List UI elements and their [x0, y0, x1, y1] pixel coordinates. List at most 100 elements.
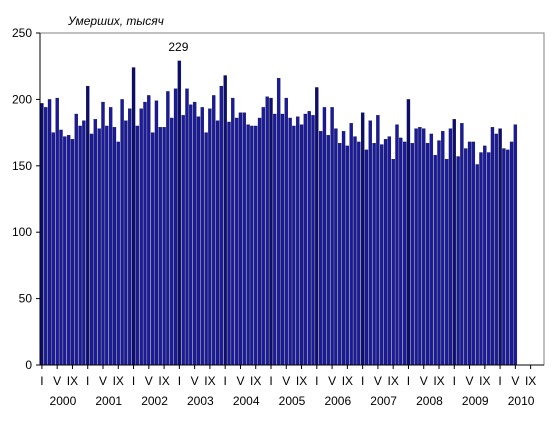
bar — [196, 116, 201, 366]
bar — [273, 113, 277, 366]
bar — [55, 97, 59, 366]
bar — [86, 85, 90, 366]
bar — [177, 60, 182, 366]
x-tick-label: IX — [250, 374, 261, 388]
x-tick-label: I — [224, 374, 227, 388]
bar — [414, 128, 418, 366]
bar — [93, 119, 98, 366]
x-tick-label: IX — [342, 374, 353, 388]
bar — [154, 100, 159, 366]
bar — [189, 104, 193, 366]
bar — [139, 108, 143, 366]
bar — [250, 125, 254, 366]
bar — [326, 135, 330, 366]
bar — [246, 124, 250, 366]
bar — [345, 145, 350, 366]
bar — [284, 97, 288, 366]
x-tick-label: IX — [388, 374, 399, 388]
bar — [234, 117, 239, 366]
bar — [334, 128, 338, 366]
bar — [422, 128, 426, 366]
x-tick-label: IX — [204, 374, 215, 388]
bar — [307, 111, 311, 366]
x-tick-label: V — [53, 374, 61, 388]
y-tick-label: 0 — [25, 358, 32, 372]
x-year-label: 2006 — [324, 394, 351, 408]
bar — [261, 107, 266, 366]
bar — [471, 141, 476, 366]
bar — [444, 159, 449, 366]
bar — [40, 103, 44, 366]
bar — [204, 132, 208, 366]
bar — [158, 127, 162, 366]
bar — [59, 129, 63, 366]
x-tick-label: I — [86, 374, 89, 388]
bar — [51, 132, 56, 366]
bar — [372, 143, 376, 366]
bar — [70, 139, 75, 366]
bar — [223, 75, 227, 366]
x-year-label: 2010 — [508, 394, 535, 408]
bar — [395, 124, 399, 366]
bar — [89, 133, 94, 366]
bar — [227, 121, 231, 366]
bar — [192, 101, 197, 366]
x-tick-label: V — [236, 374, 244, 388]
bar — [483, 145, 487, 366]
bar — [74, 113, 78, 366]
x-tick-label: I — [407, 374, 410, 388]
y-tick-label: 100 — [12, 225, 32, 239]
x-tick-label: V — [145, 374, 153, 388]
bar — [131, 67, 136, 366]
x-tick-label: I — [269, 374, 272, 388]
bar — [311, 115, 315, 366]
bar — [464, 148, 468, 366]
bar — [44, 107, 48, 366]
x-year-label: 2001 — [95, 394, 122, 408]
y-tick-label: 150 — [12, 159, 32, 173]
bar — [265, 96, 269, 366]
x-year-label: 2007 — [370, 394, 397, 408]
bar — [406, 99, 411, 366]
bar — [128, 108, 132, 366]
x-year-label: 2003 — [187, 394, 214, 408]
bar — [66, 135, 71, 366]
x-tick-label: IX — [158, 374, 169, 388]
x-tick-label: I — [453, 374, 456, 388]
bar — [448, 128, 453, 366]
bar — [257, 117, 262, 366]
x-tick-label: IX — [296, 374, 307, 388]
bar — [254, 125, 258, 366]
x-tick-label: IX — [479, 374, 490, 388]
bar — [380, 144, 384, 366]
bar — [330, 107, 334, 366]
bar — [212, 95, 216, 366]
bar — [315, 87, 319, 366]
plot-frame — [39, 32, 545, 366]
bar — [349, 123, 353, 366]
bar — [341, 131, 346, 366]
bar — [410, 143, 414, 366]
bar — [82, 120, 86, 366]
bar — [143, 101, 147, 366]
bar — [399, 137, 403, 366]
x-tick-label: V — [466, 374, 474, 388]
bar — [338, 143, 342, 366]
bar — [433, 155, 437, 366]
bar — [467, 141, 472, 366]
bar — [475, 164, 479, 366]
bar — [452, 119, 456, 366]
bar — [296, 116, 300, 366]
bar — [185, 88, 189, 366]
x-year-label: 2004 — [233, 394, 260, 408]
bar — [402, 141, 407, 366]
bar — [242, 112, 246, 366]
bar — [97, 128, 101, 366]
x-tick-label: V — [191, 374, 199, 388]
x-tick-label: V — [328, 374, 336, 388]
x-tick-label: I — [361, 374, 364, 388]
bar — [269, 97, 273, 366]
